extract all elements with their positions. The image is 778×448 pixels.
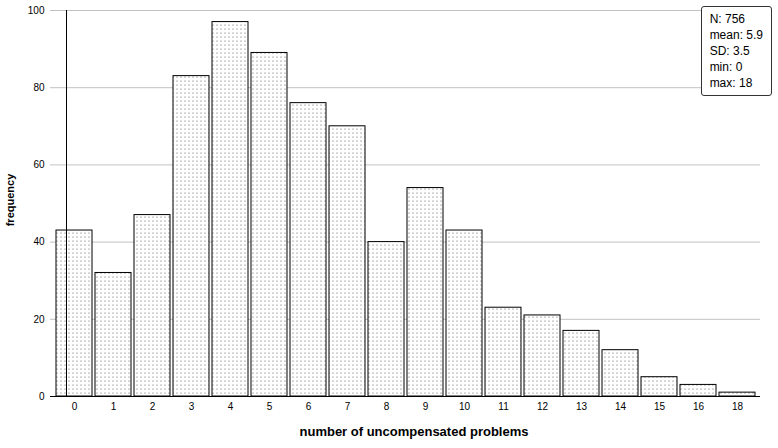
svg-text:100: 100 bbox=[28, 5, 45, 16]
html-text:frequency: frequency bbox=[4, 173, 16, 227]
svg-text:11: 11 bbox=[498, 401, 509, 412]
svg-text:1: 1 bbox=[111, 401, 117, 412]
svg-text:6: 6 bbox=[306, 401, 312, 412]
svg-text:20: 20 bbox=[33, 314, 45, 325]
svg-text:40: 40 bbox=[33, 236, 45, 247]
svg-text:4: 4 bbox=[228, 401, 234, 412]
html-text:min: 0: min: 0 bbox=[709, 60, 743, 74]
svg-text:3: 3 bbox=[189, 401, 195, 412]
svg-text:12: 12 bbox=[537, 401, 549, 412]
svg-text:9: 9 bbox=[423, 401, 429, 412]
svg-text:16: 16 bbox=[693, 401, 705, 412]
svg-text:2: 2 bbox=[150, 401, 156, 412]
svg-text:10: 10 bbox=[459, 401, 471, 412]
svg-text:60: 60 bbox=[33, 159, 45, 170]
svg-text:15: 15 bbox=[654, 401, 666, 412]
svg-text:5: 5 bbox=[267, 401, 273, 412]
html-text:number of uncompensated proble: number of uncompensated problems bbox=[299, 424, 529, 439]
svg-text:0: 0 bbox=[72, 401, 78, 412]
svg-text:7: 7 bbox=[345, 401, 351, 412]
svg-text:14: 14 bbox=[615, 401, 627, 412]
html-text:mean: 5.9: mean: 5.9 bbox=[709, 28, 763, 42]
svg-text:8: 8 bbox=[384, 401, 390, 412]
html-text:max: 18: max: 18 bbox=[709, 76, 753, 90]
svg-text:13: 13 bbox=[576, 401, 588, 412]
svg-text:80: 80 bbox=[33, 82, 45, 93]
svg-text:0: 0 bbox=[39, 391, 45, 402]
svg-text:18: 18 bbox=[732, 401, 744, 412]
html-text:SD: 3.5: SD: 3.5 bbox=[709, 44, 750, 58]
html-text:N: 756: N: 756 bbox=[709, 12, 745, 26]
